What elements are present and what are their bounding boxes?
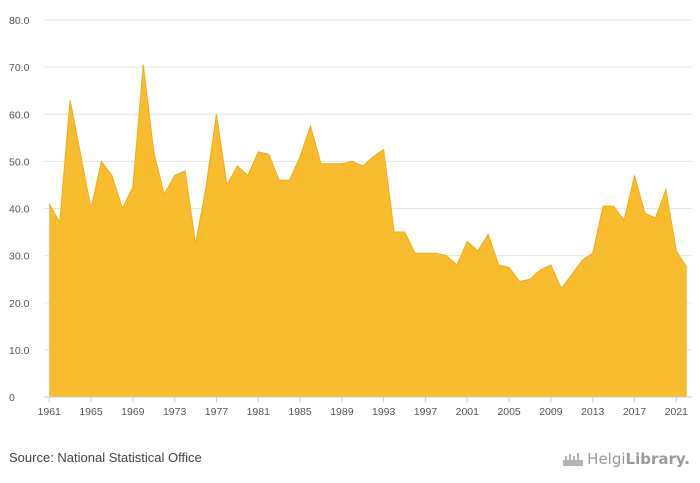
y-tick-label: 60.0: [9, 109, 30, 121]
helgi-library-icon: [563, 453, 584, 466]
x-tick-label: 2001: [456, 406, 480, 418]
helgi-library-logo: Helgi Library.: [562, 448, 690, 470]
x-tick-label: 1985: [288, 406, 312, 418]
x-tick-label: 2021: [665, 406, 689, 418]
y-tick-label: 0: [9, 392, 15, 404]
x-tick-label: 1977: [205, 406, 229, 418]
x-tick-label: 2013: [581, 406, 605, 418]
x-tick-label: 2009: [539, 406, 563, 418]
x-tick-label: 1961: [38, 406, 62, 418]
x-axis-ticks: 1961 1965 1969 1973 1977 1981 1985 1989 1993 1997…: [38, 397, 689, 418]
y-axis-ticks: 0 10.0 20.0 30.0 40.0 50.0 60.0 70.0 80.0: [9, 15, 30, 404]
y-tick-label: 10.0: [9, 345, 30, 357]
series-area: [49, 64, 687, 398]
x-tick-label: 2005: [497, 406, 521, 418]
x-tick-label: 1973: [163, 406, 187, 418]
x-tick-label: 1969: [121, 406, 145, 418]
series-line: [48, 64, 688, 290]
y-tick-label: 50.0: [9, 156, 30, 168]
source-note: Source: National Statistical Office: [9, 450, 202, 465]
y-tick-label: 20.0: [9, 298, 30, 310]
brand-text-library: Library.: [625, 450, 690, 468]
y-tick-label: 40.0: [9, 204, 30, 216]
x-tick-label: 1989: [330, 406, 354, 418]
x-tick-label: 1965: [79, 406, 103, 418]
y-tick-label: 70.0: [9, 62, 30, 74]
x-tick-label: 2017: [623, 406, 647, 418]
y-tick-label: 30.0: [9, 251, 30, 263]
area-chart: 010.020.030.040.050.060.070.080.0 1961 19…: [9, 15, 692, 418]
x-tick-label: 1981: [247, 406, 271, 418]
y-tick-label: 80.0: [9, 15, 30, 27]
x-tick-label: 1993: [372, 406, 396, 418]
x-tick-label: 1997: [414, 406, 438, 418]
brand-text-helgi: Helgi: [587, 450, 626, 468]
